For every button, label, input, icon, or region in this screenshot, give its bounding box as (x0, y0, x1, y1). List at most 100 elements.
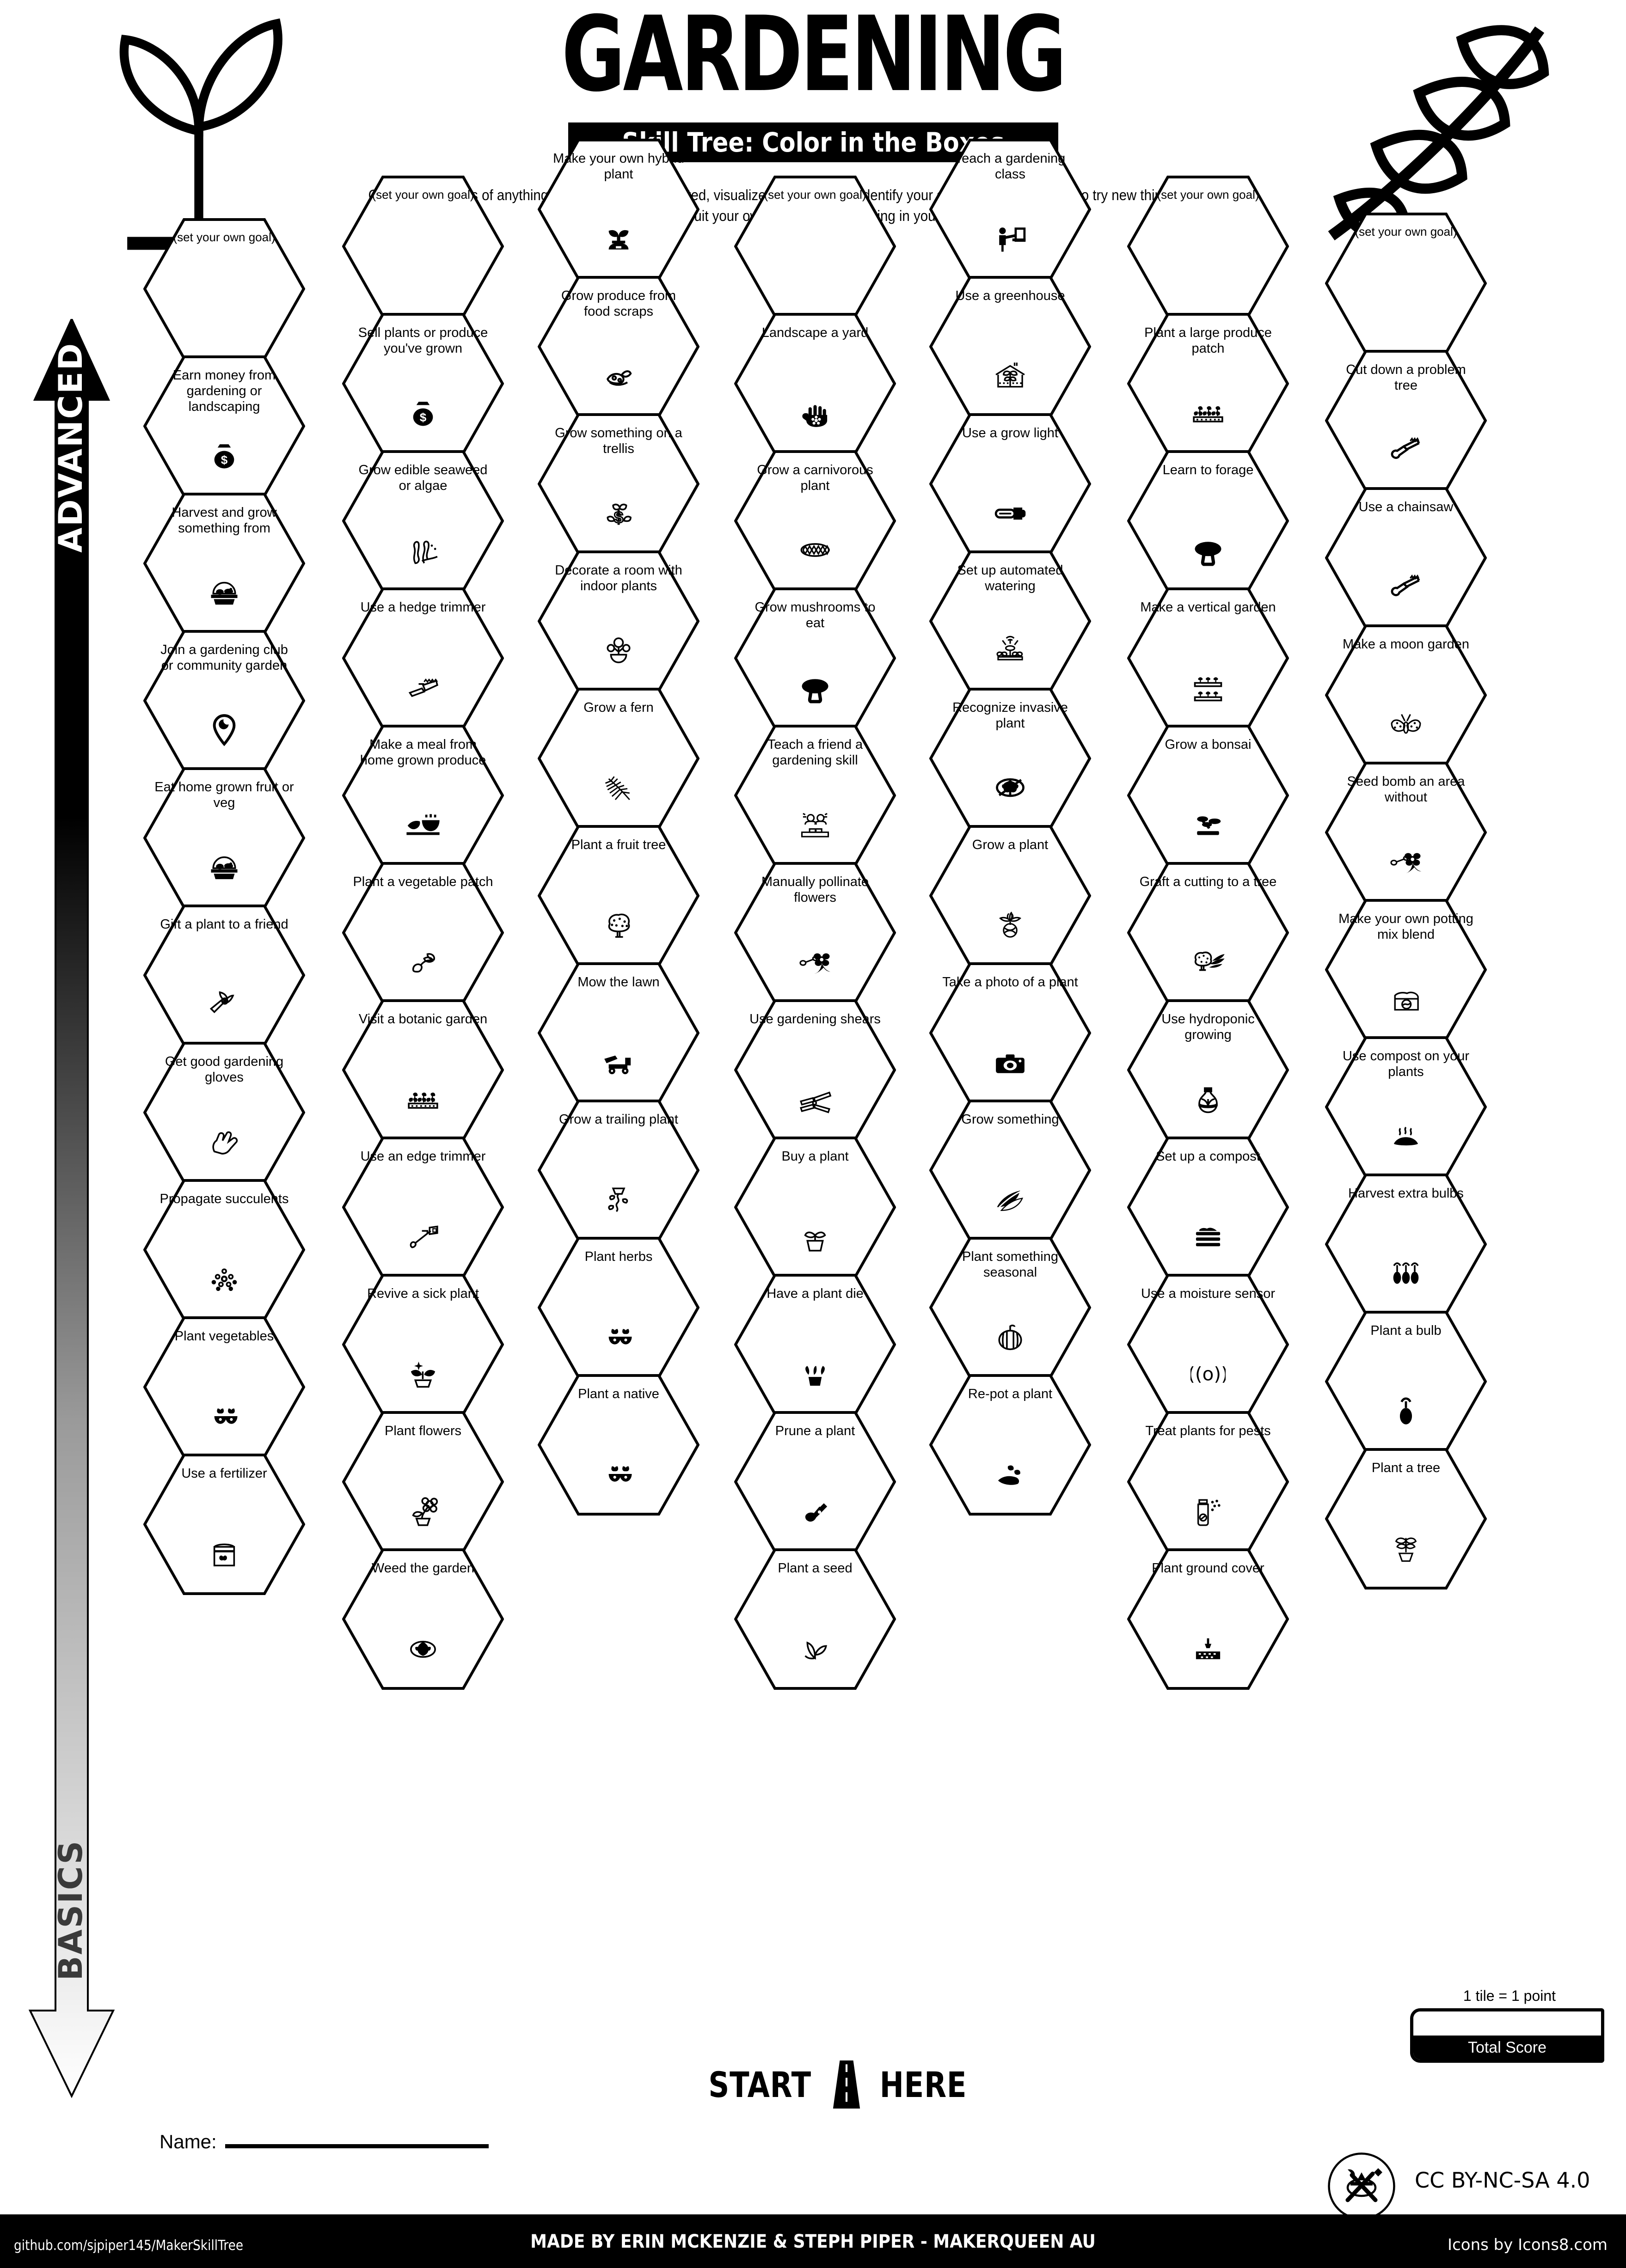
footer-repo-link[interactable]: github.com/sjpiper145/MakerSkillTree (14, 2237, 244, 2254)
skill-tile[interactable]: Plant herbs (538, 1237, 699, 1378)
skill-tile[interactable]: Make a meal from home grown produce (342, 725, 504, 866)
skill-tile[interactable]: Grow something (929, 1100, 1091, 1241)
skill-tile[interactable]: Gift a plant to a friend (143, 905, 305, 1046)
skill-tile[interactable]: Manually pollinate flowers (734, 862, 896, 1003)
skill-tile[interactable]: Use hydroponic growing (1127, 999, 1289, 1141)
skill-tile[interactable]: Use an edge trimmer (342, 1137, 504, 1278)
skill-tile[interactable]: Grow a bonsai (1127, 725, 1289, 866)
skill-tile[interactable]: Plant ground cover (1127, 1548, 1289, 1690)
skill-tile[interactable]: Grow a carnivorous plant (734, 450, 896, 592)
skill-tile[interactable]: Cut down a problem tree (1325, 350, 1487, 491)
skill-tile[interactable]: Visit a botanic garden (342, 999, 504, 1141)
skill-tile-label: Use gardening shears (749, 1012, 881, 1027)
skill-tile[interactable]: Eat home grown fruit or veg (143, 767, 305, 909)
tree-pot-icon (1325, 1524, 1487, 1565)
skill-tile-label: Grow a fern (583, 700, 654, 715)
skill-tile[interactable]: Use a fertilizer (143, 1454, 305, 1595)
skill-tile-label: Use hydroponic growing (1161, 1012, 1255, 1043)
skill-tile[interactable]: (set your own goal) (143, 218, 305, 360)
skill-tile-label: (set your own goal) (764, 188, 866, 202)
skill-tile-label: Re-pot a plant (968, 1387, 1053, 1401)
skill-tile[interactable]: Make your own potting mix blend (1325, 899, 1487, 1040)
skill-tile[interactable]: Use a chainsaw (1325, 487, 1487, 629)
total-score-box[interactable]: Total Score (1410, 2008, 1604, 2063)
skill-tile[interactable]: Grow a plant (929, 825, 1091, 966)
harvest-basket-icon (143, 843, 305, 885)
skill-tile[interactable]: Use a greenhouse (929, 276, 1091, 417)
skill-tile[interactable]: Re-pot a plant (929, 1374, 1091, 1516)
skill-tile[interactable]: Recognize invasive plant (929, 688, 1091, 829)
skill-tile-label: Gift a plant to a friend (160, 917, 288, 932)
skill-tile-label: Plant vegetables (174, 1329, 274, 1344)
skill-tile[interactable]: (set your own goal) (342, 176, 504, 317)
skill-tile[interactable]: Plant flowers (342, 1411, 504, 1553)
start-here-marker: START HERE (675, 2059, 999, 2110)
skill-tile[interactable]: Buy a plant (734, 1137, 896, 1278)
name-input-line[interactable] (225, 2144, 489, 2148)
skill-tile[interactable]: Set up automated watering (929, 550, 1091, 692)
skill-tile[interactable]: Earn money from gardening or landscaping… (143, 355, 305, 497)
skill-tile[interactable]: Set up a compost (1127, 1137, 1289, 1278)
indoor-plant-icon (538, 626, 699, 668)
bulbs-icon (1325, 1249, 1487, 1291)
name-field-row[interactable]: Name: (160, 2131, 489, 2153)
skill-tile[interactable]: Plant a vegetable patch (342, 862, 504, 1003)
skill-tile[interactable]: Plant a bulb (1325, 1311, 1487, 1452)
skill-tile[interactable]: Grow something on a trellis $ (538, 413, 699, 555)
skill-tile-label: Eat home grown fruit or veg (154, 780, 294, 811)
skill-tile[interactable]: Plant a fruit tree (538, 825, 699, 966)
skill-tile[interactable]: Harvest extra bulbs (1325, 1174, 1487, 1315)
food-scraps-icon (538, 352, 699, 393)
vertical-garden-icon (1127, 663, 1289, 705)
skill-tile-label: Make your own potting mix blend (1338, 911, 1473, 942)
skill-tile[interactable]: Mow the lawn (538, 962, 699, 1104)
skill-tile[interactable]: Use compost on your plants (1325, 1036, 1487, 1178)
skill-tile[interactable]: Seed bomb an area without (1325, 762, 1487, 903)
skill-tile[interactable]: Plant vegetables (143, 1316, 305, 1458)
skill-tile[interactable]: Make a moon garden (1325, 624, 1487, 766)
skill-tile[interactable]: Have a plant die (734, 1274, 896, 1415)
skill-tile[interactable]: (set your own goal) (1127, 176, 1289, 317)
skill-tile[interactable]: Join a gardening club or community garde… (143, 630, 305, 771)
skill-tile[interactable]: Use a grow light (929, 413, 1091, 555)
skill-tile[interactable]: Teach a friend a gardening skill (734, 725, 896, 866)
skill-tile[interactable]: Plant something seasonal (929, 1237, 1091, 1378)
skill-tile[interactable]: Revive a sick plant (342, 1274, 504, 1415)
skill-tile[interactable]: Propagate succulents (143, 1179, 305, 1320)
skill-tile[interactable]: Get good gardening gloves (143, 1042, 305, 1183)
skill-tile[interactable]: Grow edible seaweed or algae (342, 450, 504, 592)
skill-tile[interactable]: Learn to forage (1127, 450, 1289, 592)
skill-tile[interactable]: Make your own hybrid plant (538, 139, 699, 280)
skill-tile[interactable]: Landscape a yard (734, 313, 896, 454)
skill-tile[interactable]: Weed the garden (342, 1548, 504, 1690)
skill-tile[interactable]: Harvest and grow something from (143, 493, 305, 634)
skill-tile[interactable]: Graft a cutting to a tree (1127, 862, 1289, 1003)
repot-icon (929, 1450, 1091, 1492)
skill-tile[interactable]: Plant a seed (734, 1548, 896, 1690)
skill-tile[interactable]: Sell plants or produce you've grown $ (342, 313, 504, 454)
skill-tile[interactable]: Plant a large produce patch (1127, 313, 1289, 454)
footer-icon-credit[interactable]: Icons by Icons8.com (1448, 2236, 1608, 2254)
skill-tile[interactable]: Take a photo of a plant (929, 962, 1091, 1104)
skill-tile[interactable]: Grow mushrooms to eat (734, 587, 896, 729)
skill-tile[interactable]: Decorate a room with indoor plants (538, 550, 699, 692)
skill-tile[interactable]: Use a moisture sensor ((o)) (1127, 1274, 1289, 1415)
skill-tile[interactable]: Teach a gardening class (929, 139, 1091, 280)
skill-tile[interactable]: Use gardening shears (734, 999, 896, 1141)
skill-tile[interactable]: Grow produce from food scraps (538, 276, 699, 417)
meal-bowl-icon (342, 801, 504, 842)
skill-tile[interactable]: Prune a plant (734, 1411, 896, 1553)
dead-plant-icon (734, 1350, 896, 1391)
skill-tile[interactable]: Grow a trailing plant (538, 1100, 699, 1241)
skill-tile[interactable]: Treat plants for pests (1127, 1411, 1289, 1553)
skill-tile[interactable]: Plant a native (538, 1374, 699, 1516)
skill-tile[interactable]: (set your own goal) (734, 176, 896, 317)
road-icon (833, 2060, 860, 2109)
skill-tile[interactable]: Grow a fern (538, 688, 699, 829)
skill-tile[interactable]: Make a vertical garden (1127, 587, 1289, 729)
skill-tile[interactable]: (set your own goal) (1325, 213, 1487, 354)
skill-tile[interactable]: Use a hedge trimmer (342, 587, 504, 729)
auto-watering-icon (929, 626, 1091, 668)
skill-tile[interactable]: Plant a tree (1325, 1448, 1487, 1589)
skill-tile-label: Set up automated watering (957, 563, 1063, 594)
